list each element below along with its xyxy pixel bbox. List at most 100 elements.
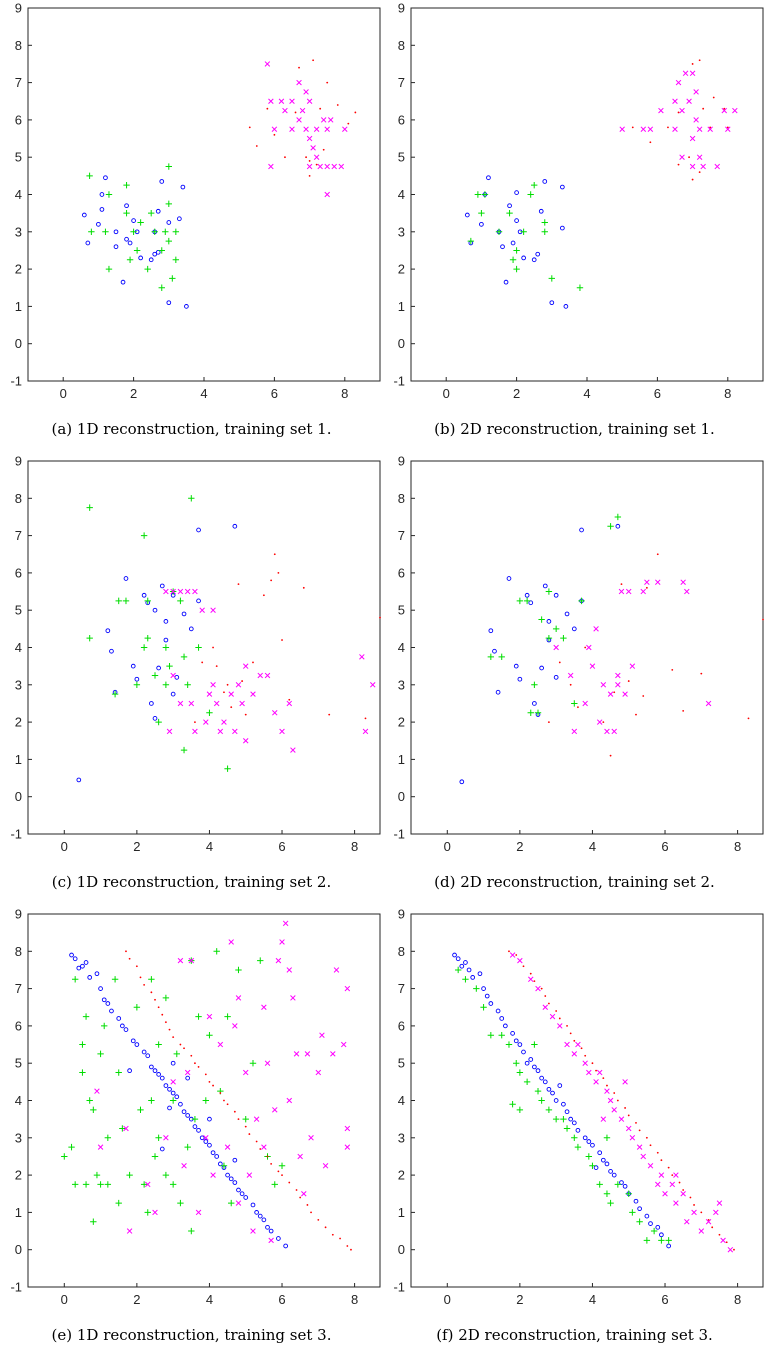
- plus-marker: [165, 163, 172, 170]
- series-plus-marker: [467, 181, 584, 291]
- dot-marker: [566, 1025, 568, 1027]
- cross-marker: [315, 1069, 322, 1076]
- plot-frame: [27, 460, 381, 835]
- plus-marker: [102, 228, 109, 235]
- cross-marker: [596, 719, 603, 725]
- x-tick-label: 6: [661, 839, 668, 854]
- dot-marker: [183, 1047, 185, 1050]
- cross-marker: [647, 126, 654, 132]
- plus-marker: [162, 1171, 170, 1179]
- cross-marker: [184, 1069, 191, 1076]
- cross-marker: [622, 691, 628, 697]
- plus-marker: [130, 228, 137, 235]
- cross-marker: [177, 957, 184, 964]
- plus-marker: [105, 191, 113, 198]
- plus-marker: [71, 1181, 79, 1188]
- plus-marker: [603, 1134, 611, 1141]
- y-tick-label: 3: [15, 677, 22, 692]
- circle-marker: [232, 523, 238, 529]
- y-tick-label: 5: [398, 150, 405, 165]
- cross-marker: [264, 61, 271, 67]
- plus-marker: [541, 219, 548, 226]
- x-tick-label: 2: [133, 1292, 140, 1307]
- y-tick-label: 5: [15, 1056, 22, 1071]
- plus-marker: [607, 523, 614, 530]
- circle-marker: [152, 716, 158, 721]
- dot-marker: [347, 122, 350, 125]
- dot-marker: [215, 665, 218, 668]
- plus-marker: [578, 597, 585, 605]
- series-circle-marker: [69, 952, 288, 1249]
- plus-marker: [625, 1190, 632, 1197]
- cross-marker: [575, 1041, 581, 1048]
- y-tick-label: 7: [15, 75, 22, 90]
- y-tick-label: -1: [10, 374, 22, 389]
- dot-marker: [547, 721, 550, 723]
- circle-marker: [283, 1243, 288, 1249]
- y-tick-label: 3: [398, 677, 405, 692]
- cross-marker: [564, 1041, 570, 1048]
- subplot-f: 0 2 4 6 8 -1 0 1 2 3 4 5 6 7 8 9 (f) 2D reconstruction, …: [383, 906, 766, 1359]
- cross-marker: [319, 1032, 325, 1038]
- plus-marker: [614, 513, 622, 521]
- dot-marker: [204, 1073, 207, 1076]
- y-tick-label: 5: [398, 603, 405, 618]
- dot-marker: [558, 661, 561, 664]
- dot-marker: [308, 160, 311, 162]
- cross-marker: [306, 163, 313, 170]
- circle-marker: [535, 1068, 541, 1074]
- dot-marker: [707, 1218, 710, 1221]
- cross-marker: [698, 1228, 705, 1234]
- y-tick-label: 1: [398, 1205, 405, 1220]
- cross-marker: [344, 985, 351, 992]
- y-tick-label: 1: [398, 299, 405, 314]
- plus-marker: [151, 228, 158, 235]
- plus-marker: [140, 644, 148, 651]
- dot-marker: [237, 1118, 240, 1121]
- cross-marker: [286, 1097, 293, 1104]
- plus-marker: [151, 1153, 159, 1160]
- x-tick-label: 6: [278, 839, 285, 854]
- plus-marker: [574, 1143, 582, 1151]
- dot-marker: [306, 1204, 309, 1206]
- cross-marker: [586, 644, 592, 651]
- plus-marker: [115, 1069, 122, 1076]
- dot-marker: [678, 1181, 681, 1184]
- circle-marker: [507, 203, 512, 209]
- plus-marker: [585, 1153, 593, 1160]
- circle-marker: [481, 986, 486, 991]
- dot-marker: [154, 998, 156, 1001]
- caption-c: (c) 1D reconstruction, training set 2.: [51, 873, 332, 891]
- plot-svg: 0 2 4 6 8 -1 0 1 2 3 4 5 6 7 8 9: [393, 454, 764, 854]
- cross-marker: [727, 1246, 734, 1253]
- y-tick-label: 0: [398, 1242, 405, 1257]
- y-tick-label: 1: [398, 752, 405, 767]
- cross-marker: [359, 654, 365, 660]
- cross-marker: [264, 1060, 271, 1066]
- dot-marker: [281, 1174, 283, 1176]
- dot-marker: [226, 683, 229, 686]
- circle-marker: [166, 220, 172, 225]
- circle-marker: [155, 249, 161, 255]
- plus-marker: [119, 1125, 126, 1132]
- subplot-b: 0 2 4 6 8 -1 0 1 2 3 4 5 6 7 8 9 (b) 2D reconstruction, …: [383, 0, 766, 453]
- plus-marker: [242, 1115, 249, 1123]
- y-tick-label: 2: [398, 715, 405, 730]
- dot-marker: [544, 995, 547, 997]
- circle-marker: [510, 240, 516, 246]
- cross-marker: [338, 163, 345, 170]
- dot-marker: [508, 950, 510, 953]
- x-tick-label: 2: [513, 386, 520, 401]
- y-tick-label: 6: [398, 1018, 405, 1033]
- circle-marker: [560, 225, 565, 231]
- plus-marker: [228, 1199, 235, 1207]
- y-tick-label: 1: [15, 299, 22, 314]
- dot-marker: [336, 104, 339, 106]
- cross-marker: [290, 995, 296, 1001]
- dot-marker: [688, 156, 690, 159]
- cross-marker: [221, 719, 227, 725]
- dot-marker: [602, 1077, 605, 1080]
- plus-marker: [126, 1171, 133, 1179]
- dot-marker: [266, 1155, 269, 1158]
- dot-marker: [219, 1092, 222, 1094]
